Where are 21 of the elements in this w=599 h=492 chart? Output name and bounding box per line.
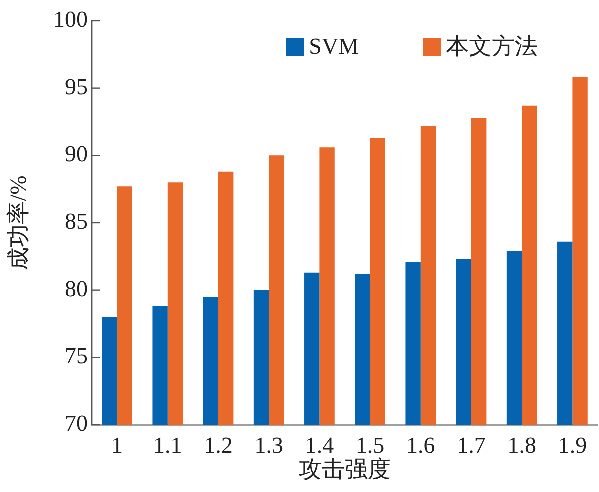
y-tick-label: 70: [65, 411, 88, 436]
y-tick-label: 90: [65, 142, 88, 167]
x-tick-label: 1.7: [457, 432, 486, 458]
y-axis-title: 成功率/%: [6, 176, 31, 270]
y-tick-label: 80: [65, 276, 88, 302]
x-tick-label: 1: [112, 432, 124, 458]
legend-label: 本文方法: [446, 34, 538, 60]
y-tick-label: 100: [54, 7, 88, 32]
x-tick-label: 1.9: [558, 432, 588, 458]
x-tick-label: 1.4: [305, 432, 335, 458]
y-tick-label: 95: [65, 74, 88, 100]
x-tick-label: 1.2: [204, 432, 233, 458]
x-tick-label: 1.5: [356, 432, 385, 458]
x-tick-label: 1.3: [254, 432, 284, 458]
x-axis-title: 攻击强度: [299, 457, 391, 482]
y-tick-label: 75: [65, 344, 88, 369]
x-tick-label: 1.8: [508, 432, 536, 458]
legend-label: SVM: [309, 34, 360, 60]
y-tick-label: 85: [65, 209, 88, 234]
x-tick-label: 1.6: [406, 432, 436, 458]
x-tick-label: 1.1: [154, 432, 182, 458]
